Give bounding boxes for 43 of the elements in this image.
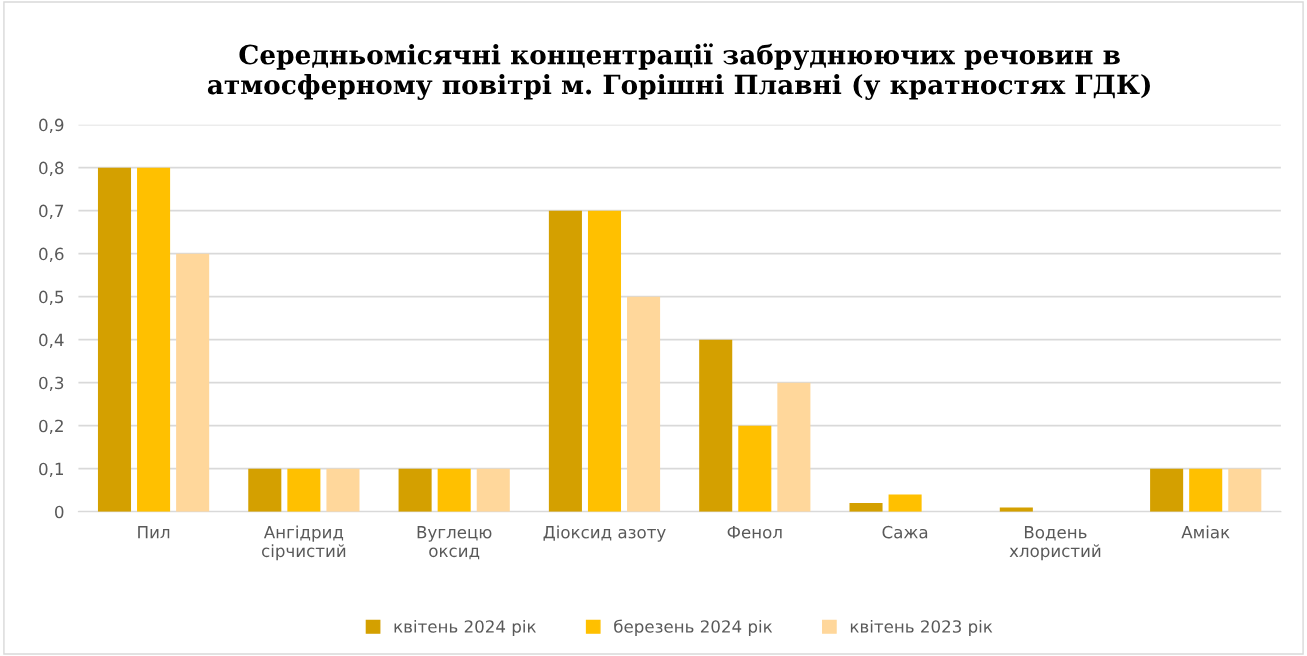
bar xyxy=(699,339,733,512)
bar xyxy=(326,468,360,512)
bar xyxy=(437,468,471,512)
bar xyxy=(1189,468,1223,512)
x-tick-label: Аміак xyxy=(1181,525,1230,539)
legend-label: квітень 2023 рік xyxy=(850,619,993,637)
bar xyxy=(97,167,132,512)
bar xyxy=(888,494,922,512)
x-tick-label: Пил xyxy=(138,526,170,539)
bar xyxy=(248,468,282,512)
y-tick-label: 0 xyxy=(55,505,64,519)
y-tick-label: 0,7 xyxy=(39,204,64,219)
bar xyxy=(849,503,883,512)
bar xyxy=(137,167,171,512)
y-tick-label: 0,8 xyxy=(39,161,64,176)
y-tick-label: 0,4 xyxy=(39,333,64,348)
y-tick-label: 0,1 xyxy=(39,462,63,477)
y-tick-label: 0,2 xyxy=(39,419,63,434)
x-tick-label: Діоксид азоту xyxy=(543,525,666,542)
bar xyxy=(627,296,661,512)
chart-title: Середньомісячні концентрації забруднюючих речовин в атмосферному повітрі м. Горішні Плавні (у кратностях ГДК) xyxy=(207,43,1150,100)
bar xyxy=(587,210,622,512)
x-tick-label: Ангідрид сірчистий xyxy=(262,525,346,561)
bar xyxy=(548,210,582,512)
bar xyxy=(1150,468,1184,512)
bar xyxy=(1228,468,1262,512)
x-tick-label: Вуглецю оксид xyxy=(417,526,492,560)
bar xyxy=(176,253,210,512)
y-tick-label: 0,5 xyxy=(39,290,64,305)
x-tick-label: Фенол xyxy=(727,526,782,539)
y-tick-label: 0,9 xyxy=(39,118,64,133)
x-tick-label: Сажа xyxy=(882,525,928,539)
legend-label: березень 2024 рік xyxy=(614,619,773,637)
x-tick-label: Водень хлористий xyxy=(1009,526,1101,561)
bar xyxy=(777,382,811,512)
y-tick-label: 0,6 xyxy=(39,247,64,262)
legend-label: квітень 2024 рік xyxy=(394,619,536,637)
bar xyxy=(476,468,510,512)
bar xyxy=(287,468,321,512)
bar xyxy=(999,507,1033,512)
y-tick-label: 0,3 xyxy=(39,376,64,391)
bar xyxy=(398,468,432,512)
bar xyxy=(738,425,772,512)
